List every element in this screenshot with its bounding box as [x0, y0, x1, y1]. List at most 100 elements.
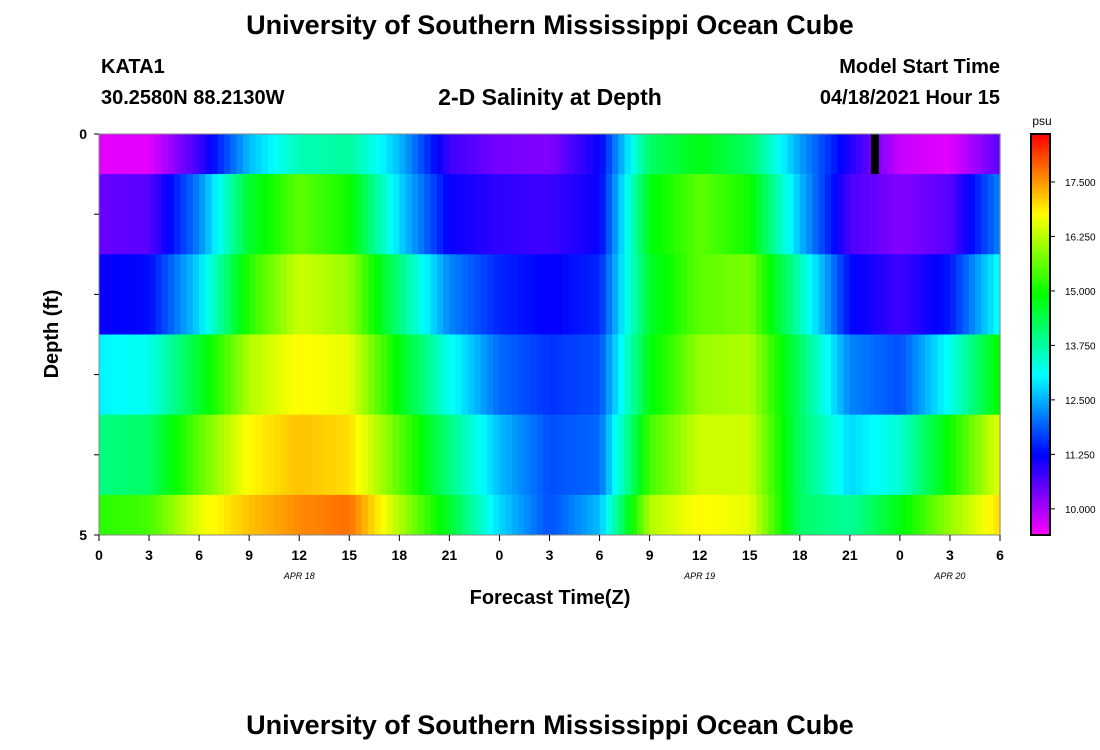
heatmap-cell [605, 494, 613, 536]
heatmap-cell [981, 134, 989, 175]
heatmap-cell [956, 414, 964, 496]
heatmap-cell [530, 134, 538, 175]
heatmap-cell [837, 254, 845, 335]
heatmap-cell [924, 254, 932, 335]
heatmap-cell [680, 174, 688, 255]
heatmap-cell [968, 414, 976, 496]
heatmap-cell [524, 134, 532, 175]
heatmap-cell [655, 494, 663, 536]
heatmap-cell [755, 494, 763, 536]
heatmap-cell [386, 414, 394, 496]
heatmap-cell [774, 334, 782, 415]
heatmap-cell [987, 334, 995, 415]
heatmap-cell [662, 174, 669, 255]
heatmap-cell [224, 414, 231, 496]
x-tick-label: 21 [842, 547, 858, 563]
heatmap-cell [174, 494, 181, 536]
heatmap-cell [161, 414, 169, 496]
heatmap-cell [136, 134, 144, 175]
heatmap-cell [649, 334, 657, 415]
heatmap-cell [317, 414, 325, 496]
heatmap-cell [587, 414, 594, 496]
heatmap-cell [962, 254, 970, 335]
heatmap-cell [418, 134, 425, 175]
heatmap-cell [405, 494, 413, 536]
heatmap-cell [862, 414, 870, 496]
heatmap-cell [311, 174, 319, 255]
heatmap-cell [142, 254, 150, 335]
heatmap-cell [286, 254, 294, 335]
colorbar-swatch [1031, 421, 1050, 426]
heatmap-cell [687, 334, 695, 415]
heatmap-cell [199, 254, 206, 335]
heatmap-cell [274, 334, 282, 415]
x-tick-label: 0 [496, 547, 504, 563]
heatmap-cell [136, 334, 144, 415]
heatmap-cell [893, 414, 901, 496]
colorbar-swatch [1031, 451, 1050, 456]
heatmap-cell [424, 494, 432, 536]
heatmap-cell [374, 494, 382, 536]
heatmap-cell [674, 494, 682, 536]
heatmap-cell [336, 334, 344, 415]
heatmap-cell [130, 174, 138, 255]
heatmap-cell [430, 494, 438, 536]
heatmap-cell [718, 254, 726, 335]
heatmap-cell [981, 414, 989, 496]
heatmap-cell [687, 414, 695, 496]
heatmap-cell [806, 254, 813, 335]
colorbar-swatch [1031, 214, 1050, 219]
heatmap-cell [430, 414, 438, 496]
heatmap-cell [630, 174, 638, 255]
heatmap-cell [987, 414, 995, 496]
colorbar-swatch [1031, 160, 1050, 165]
heatmap-cell [524, 254, 532, 335]
heatmap-cell [949, 174, 957, 255]
heatmap-cell [849, 334, 857, 415]
heatmap-cell [374, 254, 382, 335]
heatmap-cell [699, 494, 707, 536]
colorbar-swatch [1031, 137, 1050, 142]
colorbar-swatch [1031, 481, 1050, 486]
heatmap-cell [593, 134, 601, 175]
heatmap-cell [317, 134, 325, 175]
heatmap-cell [199, 334, 206, 415]
heatmap-cell [718, 414, 726, 496]
colorbar-swatch [1031, 428, 1050, 432]
heatmap-cell [530, 414, 538, 496]
heatmap-cell [831, 334, 838, 415]
heatmap-cell [924, 134, 932, 175]
heatmap-cell [743, 254, 751, 335]
heatmap-cell [787, 414, 795, 496]
heatmap-cell [324, 414, 332, 496]
heatmap-cell [562, 334, 569, 415]
heatmap-cell [255, 174, 263, 255]
colorbar-swatch [1031, 157, 1050, 162]
colorbar-swatch [1031, 240, 1050, 245]
heatmap-cell [599, 254, 607, 335]
colorbar-swatch [1031, 438, 1050, 442]
heatmap-cell [981, 174, 989, 255]
heatmap-cell [793, 134, 801, 175]
heatmap-cell [374, 134, 382, 175]
heatmap-cell [411, 494, 419, 536]
colorbar-swatch [1031, 444, 1050, 449]
page-title: University of Southern Mississippi Ocean… [246, 10, 854, 40]
footer-title: University of Southern Mississippi Ocean… [246, 710, 854, 740]
heatmap-cell [587, 494, 594, 536]
heatmap-cell [637, 414, 644, 496]
heatmap-cell [393, 254, 400, 335]
heatmap-cell [637, 494, 644, 536]
heatmap-cell [643, 254, 651, 335]
heatmap-cell [849, 494, 857, 536]
heatmap-cell [937, 414, 945, 496]
heatmap-cell [637, 134, 644, 175]
heatmap-cell [455, 174, 463, 255]
heatmap-cell [712, 414, 720, 496]
colorbar-swatch [1031, 464, 1050, 469]
heatmap-cell [511, 254, 519, 335]
heatmap-cell [912, 334, 920, 415]
heatmap-cell [937, 334, 945, 415]
heatmap-cell [280, 414, 288, 496]
heatmap-cell [230, 414, 238, 496]
